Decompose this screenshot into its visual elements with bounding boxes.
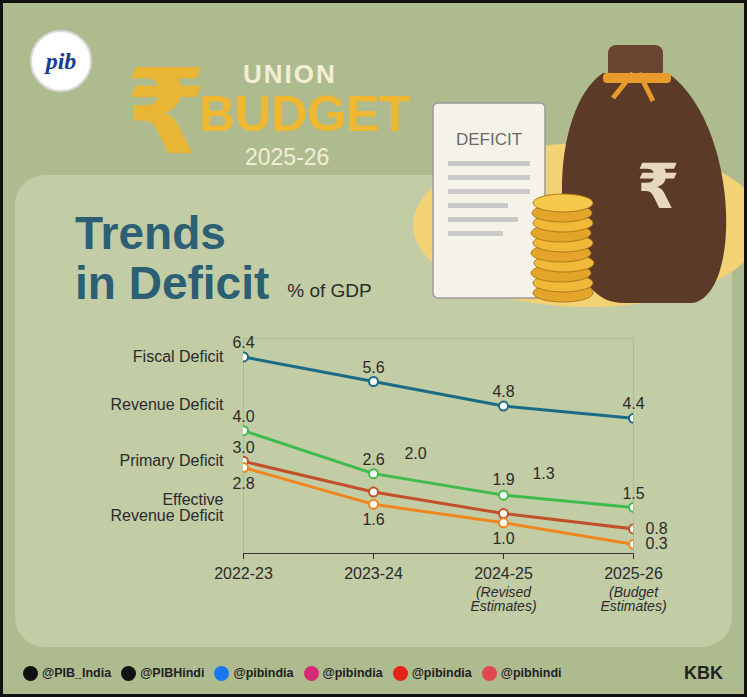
svg-text:(BudgetEstimates): (BudgetEstimates) bbox=[600, 584, 666, 614]
svg-text:Primary Deficit: Primary Deficit bbox=[119, 452, 224, 469]
svg-text:Trends: Trends bbox=[75, 207, 226, 259]
svg-text:DEFICIT: DEFICIT bbox=[456, 130, 522, 149]
svg-text:1.9: 1.9 bbox=[492, 471, 514, 488]
svg-text:2.6: 2.6 bbox=[362, 451, 384, 468]
html-text:@pibhindi: @pibhindi bbox=[500, 666, 562, 680]
html-text:@PIBHindi: @PIBHindi bbox=[140, 666, 205, 680]
svg-text:2025-26: 2025-26 bbox=[245, 144, 329, 170]
html-text:@pibindia: @pibindia bbox=[322, 666, 383, 680]
svg-text:0.3: 0.3 bbox=[646, 535, 668, 552]
svg-text:UNION: UNION bbox=[243, 59, 337, 89]
svg-text:% of GDP: % of GDP bbox=[287, 280, 371, 301]
html-text:KBK: KBK bbox=[684, 662, 723, 683]
svg-text:5.6: 5.6 bbox=[362, 359, 384, 376]
svg-text:0.8: 0.8 bbox=[645, 520, 668, 537]
html-text:@PIB_India: @PIB_India bbox=[42, 666, 112, 680]
svg-text:2023-24: 2023-24 bbox=[344, 565, 403, 582]
svg-text:4.4: 4.4 bbox=[622, 395, 644, 412]
svg-text:1.5: 1.5 bbox=[622, 485, 644, 502]
svg-text:₹: ₹ bbox=[125, 43, 207, 181]
svg-text:2024-25: 2024-25 bbox=[474, 565, 533, 582]
svg-text:EffectiveRevenue Deficit: EffectiveRevenue Deficit bbox=[111, 491, 225, 524]
svg-text:Revenue Deficit: Revenue Deficit bbox=[111, 396, 225, 413]
svg-text:1.3: 1.3 bbox=[532, 465, 554, 482]
html-text:@pibindia: @pibindia bbox=[411, 666, 472, 680]
svg-text:₹: ₹ bbox=[636, 150, 679, 223]
svg-text:in Deficit: in Deficit bbox=[75, 257, 269, 309]
svg-text:3.0: 3.0 bbox=[232, 439, 254, 456]
svg-text:BUDGET: BUDGET bbox=[199, 86, 410, 142]
svg-text:2025-26: 2025-26 bbox=[604, 565, 663, 582]
svg-text:(RevisedEstimates): (RevisedEstimates) bbox=[470, 584, 536, 614]
svg-text:Fiscal Deficit: Fiscal Deficit bbox=[133, 348, 224, 365]
svg-text:2022-23: 2022-23 bbox=[214, 565, 273, 582]
svg-text:pib: pib bbox=[44, 48, 77, 74]
html-text:@pibindia: @pibindia bbox=[233, 666, 294, 680]
svg-text:2.8: 2.8 bbox=[232, 475, 254, 492]
svg-text:1.0: 1.0 bbox=[492, 530, 514, 547]
svg-text:1.6: 1.6 bbox=[362, 511, 384, 528]
svg-text:6.4: 6.4 bbox=[232, 334, 254, 351]
svg-text:2.0: 2.0 bbox=[404, 445, 426, 462]
svg-text:4.8: 4.8 bbox=[492, 383, 514, 400]
svg-text:4.0: 4.0 bbox=[232, 408, 254, 425]
